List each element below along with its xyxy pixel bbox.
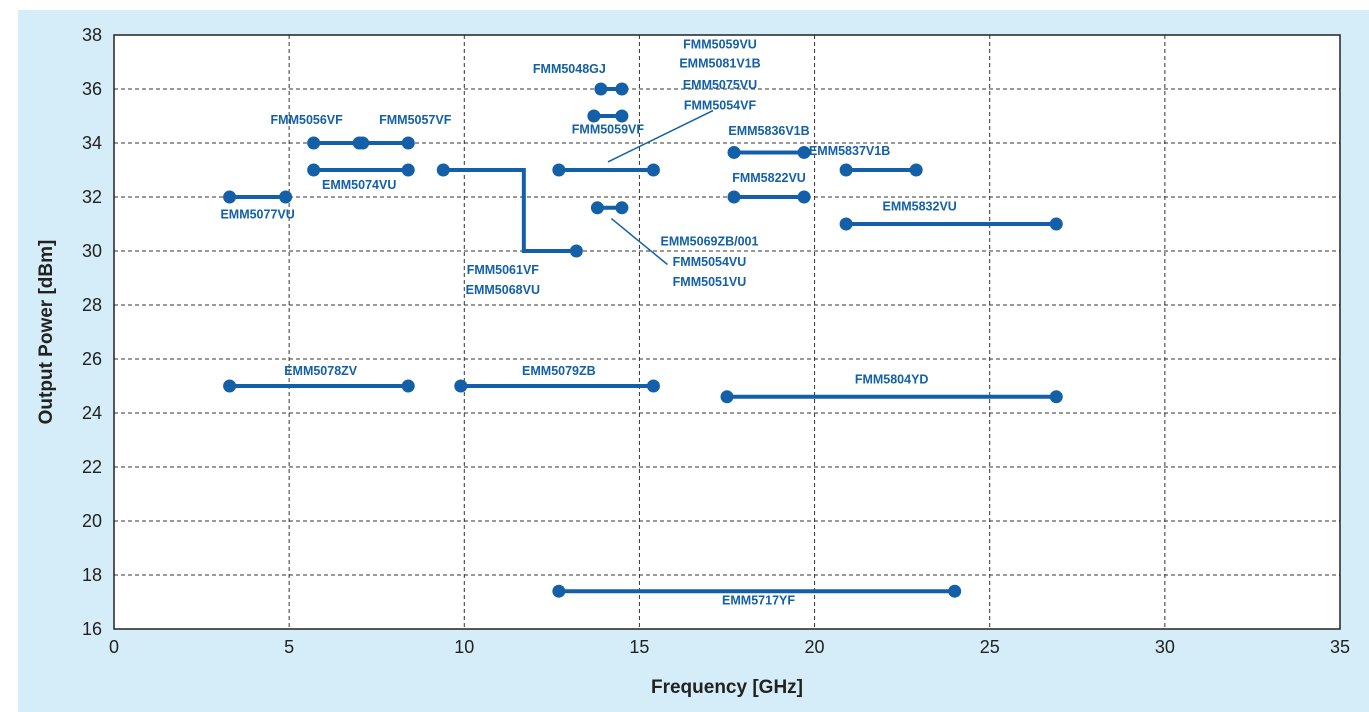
series-point [552,163,566,177]
y-tick-label: 28 [82,295,102,315]
series-label: FMM5051VU [673,275,747,289]
series-point [552,584,566,598]
x-tick-label: 10 [454,637,474,657]
chart-svg: 16 18 20 22 24 26 28 30 32 34 36 38 0 5 10 15 20 25 30 35 Fr… [36,25,1350,698]
x-tick-label: 20 [805,637,825,657]
series-point [1049,217,1063,231]
series-label: EMM5078ZV [284,364,358,378]
series-label: FMM5804YD [855,372,929,386]
series-point [454,379,468,393]
series-point [615,82,629,96]
x-tick-label: 15 [629,637,649,657]
x-tick-label: 35 [1330,637,1350,657]
series-point [797,190,811,204]
series-point [594,82,608,96]
y-tick-label: 20 [82,511,102,531]
leader-line [607,109,714,163]
series-point [223,190,237,204]
series-label: FMM5057VF [379,113,452,127]
y-tick-label: 30 [82,241,102,261]
y-tick-label: 32 [82,187,102,207]
series-label: EMM5836V1B [728,124,809,138]
y-tick-label: 34 [82,133,102,153]
series-point [727,145,741,159]
y-tick-label: 18 [82,565,102,585]
series-label: EMM5081V1B [679,56,760,70]
series-label: FMM5056VF [271,113,344,127]
x-tick-label: 25 [980,637,1000,657]
series-label: EMM5832VU [882,200,956,214]
series-point [839,217,853,231]
series-point [1049,390,1063,404]
series-point [839,163,853,177]
series-label: EMM5069ZB/001 [661,235,759,249]
series-point [615,109,629,123]
series-line [443,168,577,253]
y-tick-label: 38 [82,25,102,45]
series-label: EMM5075VU [683,78,757,92]
x-tick-label: 30 [1155,637,1175,657]
series-point [646,379,660,393]
series-point [615,201,629,215]
plot-area [114,35,1340,629]
y-tick-label: 24 [82,403,102,423]
series-label: EMM5074VU [322,178,396,192]
series-point [590,201,604,215]
series-point [587,109,601,123]
series-point [401,163,415,177]
y-tick-label: 26 [82,349,102,369]
x-tick-label: 0 [109,637,119,657]
series-label: FMM5059VF [572,123,645,137]
series-point [797,145,811,159]
series-label: EMM5068VU [466,283,540,297]
chart: 16 18 20 22 24 26 28 30 32 34 36 38 0 5 10 15 20 25 30 35 Fr… [18,10,1369,712]
series-point [401,136,415,150]
series-label: FMM5061VF [467,263,540,277]
plot-frame [113,34,1341,630]
series-point [307,136,321,150]
series-point [727,190,741,204]
series-point [436,163,450,177]
y-axis-title: Output Power [dBm] [36,240,57,425]
series-point [401,379,415,393]
series-point [646,163,660,177]
series-point [948,584,962,598]
series-label: EMM5079ZB [522,364,596,378]
series-label: FMM5054VF [684,98,757,112]
series-label: FMM5822VU [732,171,806,185]
series-point [307,163,321,177]
y-tick-label: 22 [82,457,102,477]
series-label: FMM5054VU [673,255,747,269]
series-point [352,136,366,150]
x-axis-title: Frequency [GHz] [651,677,803,698]
x-tick-label: 5 [284,637,294,657]
series-point [569,244,583,258]
series-point [223,379,237,393]
y-tick-label: 36 [82,79,102,99]
series-label: FMM5059VU [683,38,757,52]
series-point [279,190,293,204]
series-point [720,390,734,404]
y-tick-label: 16 [82,619,102,639]
series-point [909,163,923,177]
leader-line [610,218,668,266]
series-label: FMM5048GJ [533,62,606,76]
series-label: EMM5077VU [220,208,294,222]
series-label: EMM5717YF [722,594,795,608]
series-label: EMM5837V1B [809,144,890,158]
